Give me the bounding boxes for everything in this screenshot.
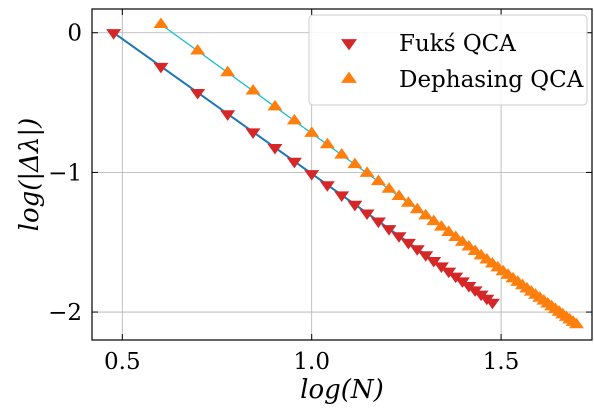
data-point bbox=[426, 214, 442, 226]
data-point bbox=[391, 232, 407, 243]
data-point bbox=[433, 220, 449, 231]
plot-frame bbox=[91, 8, 593, 341]
data-point bbox=[153, 62, 169, 74]
data-point bbox=[454, 235, 470, 246]
series-1-markers bbox=[106, 29, 500, 310]
data-point bbox=[461, 239, 477, 251]
x-axis-label: log(N) bbox=[300, 375, 384, 405]
data-point bbox=[359, 166, 375, 177]
data-point bbox=[391, 189, 407, 201]
data-point bbox=[334, 191, 350, 202]
data-point bbox=[319, 137, 335, 149]
data-point bbox=[319, 181, 335, 192]
data-point bbox=[286, 157, 302, 169]
legend-marker-2 bbox=[341, 71, 357, 83]
x-tick-label: 1.0 bbox=[293, 349, 330, 375]
data-point bbox=[568, 317, 584, 329]
data-point bbox=[347, 157, 363, 169]
data-point bbox=[267, 99, 283, 111]
data-point bbox=[409, 202, 425, 214]
y-tick-label: −2 bbox=[48, 300, 82, 326]
data-point bbox=[220, 65, 236, 77]
legend-label-1: Fukś QCA bbox=[399, 31, 516, 57]
y-tick-label: −1 bbox=[48, 160, 82, 186]
data-point bbox=[220, 110, 236, 121]
x-tick-label: 1.5 bbox=[483, 349, 520, 375]
data-point bbox=[347, 200, 363, 212]
data-point bbox=[304, 170, 320, 181]
data-point bbox=[418, 251, 434, 262]
ticks: 0.5 1.0 1.5 0 −1 −2 bbox=[48, 9, 592, 375]
data-point bbox=[418, 208, 434, 220]
data-point bbox=[267, 143, 283, 155]
legend: Fukś QCA Dephasing QCA bbox=[308, 14, 588, 106]
data-point bbox=[441, 225, 457, 236]
legend-marker-1 bbox=[341, 39, 357, 51]
data-point bbox=[448, 230, 464, 242]
data-point bbox=[106, 29, 122, 40]
data-point bbox=[334, 148, 350, 159]
legend-box bbox=[308, 14, 588, 106]
y-axis-label: log(|Δλ|) bbox=[15, 118, 45, 232]
data-point bbox=[370, 217, 386, 229]
data-point bbox=[190, 43, 206, 55]
data-point bbox=[245, 83, 261, 95]
data-point bbox=[370, 174, 386, 186]
data-point bbox=[381, 182, 397, 193]
y-tick-label: 0 bbox=[67, 21, 82, 47]
data-point bbox=[359, 209, 375, 221]
data-point bbox=[409, 245, 425, 256]
data-point bbox=[381, 225, 397, 236]
data-point bbox=[484, 298, 500, 310]
data-point bbox=[190, 88, 206, 100]
data-point bbox=[426, 256, 442, 268]
data-point bbox=[400, 238, 416, 250]
data-point bbox=[245, 128, 261, 139]
legend-label-2: Dephasing QCA bbox=[399, 67, 584, 93]
data-point bbox=[153, 17, 169, 29]
data-point bbox=[286, 113, 302, 125]
data-point bbox=[400, 196, 416, 207]
data-point bbox=[304, 126, 320, 137]
x-tick-label: 0.5 bbox=[104, 349, 141, 375]
series-2-markers bbox=[153, 17, 584, 329]
data-markers bbox=[106, 17, 584, 329]
